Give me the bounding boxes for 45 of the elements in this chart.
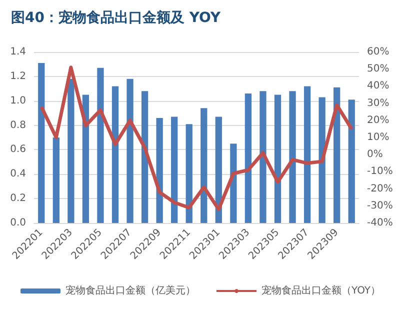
y-tick-label: 0.6 bbox=[10, 144, 26, 156]
bar bbox=[318, 97, 326, 223]
y-tick-label: 1.0 bbox=[10, 95, 26, 106]
chart-title: 图40：宠物食品出口金额及 YOY bbox=[11, 9, 222, 26]
bar bbox=[334, 87, 340, 223]
y2-tick-label: 40% bbox=[367, 80, 390, 92]
bar bbox=[126, 78, 134, 223]
bar bbox=[82, 94, 90, 223]
legend-label: 宠物食品出口金额（YOY） bbox=[262, 284, 381, 296]
bar bbox=[171, 116, 178, 223]
y2-tick-label: -40% bbox=[367, 218, 393, 228]
bar bbox=[244, 94, 252, 223]
bar bbox=[215, 116, 222, 223]
y2-tick-label: 0% bbox=[367, 149, 383, 160]
bar bbox=[68, 78, 74, 223]
bar bbox=[38, 62, 45, 223]
bar bbox=[289, 91, 296, 223]
y-tick-label: 0.2 bbox=[10, 193, 26, 204]
legend-label: 宠物食品出口金额（亿美元） bbox=[66, 284, 196, 296]
y2-tick-label: -10% bbox=[367, 166, 393, 178]
y-tick-label: 0.8 bbox=[10, 120, 26, 131]
y2-tick-label: -30% bbox=[367, 200, 393, 212]
y-tick-label: 1.2 bbox=[10, 70, 26, 82]
bar bbox=[304, 86, 311, 223]
y2-tick-label: -20% bbox=[367, 183, 393, 194]
y2-tick-label: 50% bbox=[367, 64, 390, 75]
bar bbox=[200, 108, 208, 223]
y-tick-label: 1.4 bbox=[10, 46, 26, 58]
y2-tick-label: 30% bbox=[367, 98, 390, 109]
y-tick-label: 0.0 bbox=[10, 218, 26, 228]
bar bbox=[230, 144, 237, 223]
bar bbox=[260, 91, 266, 223]
y2-tick-label: 60% bbox=[367, 46, 390, 58]
line-series bbox=[40, 66, 354, 212]
bar bbox=[52, 138, 60, 223]
bar bbox=[112, 86, 119, 223]
bar bbox=[141, 91, 148, 223]
y-tick-label: 0.4 bbox=[10, 168, 26, 180]
y2-tick-label: 10% bbox=[367, 132, 390, 143]
bar bbox=[156, 118, 163, 223]
bar bbox=[348, 100, 355, 223]
y2-tick-label: 20% bbox=[367, 114, 390, 126]
bar bbox=[186, 124, 192, 223]
bar bbox=[274, 94, 282, 223]
bar bbox=[97, 68, 104, 223]
